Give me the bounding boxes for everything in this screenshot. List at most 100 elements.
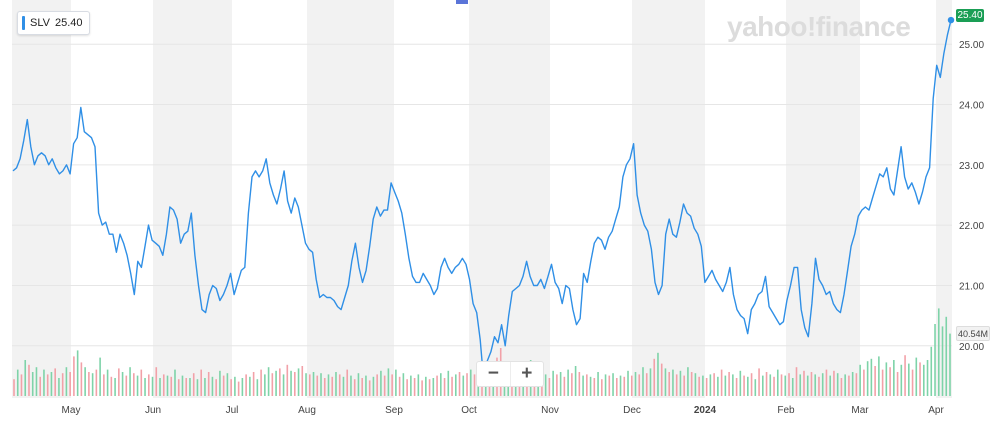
volume-bar bbox=[466, 373, 468, 396]
volume-bar bbox=[110, 376, 113, 396]
range-handle[interactable] bbox=[456, 0, 468, 4]
volume-bar bbox=[297, 368, 300, 396]
volume-bar bbox=[668, 372, 670, 396]
volume-bar bbox=[286, 364, 289, 396]
volume-bar bbox=[904, 355, 906, 396]
x-tick-label: Mar bbox=[851, 405, 869, 416]
volume-bar bbox=[937, 308, 940, 396]
volume-bar bbox=[896, 372, 899, 396]
volume-bar bbox=[713, 373, 715, 396]
volume-bar bbox=[765, 372, 768, 396]
volume-bar bbox=[593, 378, 596, 396]
volume-bar bbox=[874, 366, 876, 396]
month-band bbox=[307, 0, 394, 398]
volume-bar bbox=[147, 374, 150, 396]
volume-bar bbox=[941, 326, 944, 396]
volume-bar bbox=[702, 375, 704, 396]
volume-bar bbox=[728, 372, 730, 396]
x-tick-label: May bbox=[62, 405, 81, 416]
price-series bbox=[12, 16, 955, 383]
volume-bar bbox=[698, 376, 700, 396]
volume-bar bbox=[192, 373, 195, 396]
volume-bar bbox=[806, 375, 809, 396]
volume-bar bbox=[39, 376, 42, 396]
volume-bar bbox=[462, 375, 465, 396]
volume-bar bbox=[125, 375, 128, 396]
zoom-out-button[interactable]: − bbox=[487, 363, 499, 384]
y-tick-label: 23.00 bbox=[959, 161, 984, 172]
volume-bar bbox=[814, 374, 817, 396]
volume-bar bbox=[672, 369, 674, 396]
price-line bbox=[12, 19, 952, 383]
volume-bar bbox=[162, 374, 165, 396]
volume-bar bbox=[634, 372, 637, 396]
volume-bar bbox=[31, 372, 34, 396]
volume-bar bbox=[709, 374, 712, 396]
volume-bar bbox=[821, 373, 824, 396]
volume-bar bbox=[282, 374, 285, 396]
volume-bar bbox=[151, 376, 154, 396]
x-axis: May Jun Jul Aug Sep Oct Nov Dec 2024 Feb Mar Apr bbox=[62, 405, 945, 416]
volume-bar bbox=[773, 376, 775, 396]
volume-bar bbox=[308, 374, 311, 396]
month-band bbox=[153, 0, 232, 398]
volume-bar bbox=[61, 373, 64, 396]
x-tick-label: 2024 bbox=[694, 405, 717, 416]
volume-bar bbox=[174, 369, 176, 396]
volume-bar bbox=[638, 374, 641, 396]
volume-bar bbox=[320, 373, 322, 396]
volume-bar bbox=[735, 378, 738, 396]
month-band bbox=[12, 0, 71, 398]
volume-bar bbox=[114, 378, 116, 396]
volume-bar bbox=[810, 372, 813, 396]
volume-bar bbox=[129, 367, 131, 396]
volume-bar bbox=[189, 378, 191, 396]
volume-bar bbox=[417, 374, 420, 396]
volume-bar bbox=[645, 373, 648, 396]
volume-bar bbox=[177, 379, 180, 396]
volume-bar bbox=[106, 369, 109, 396]
volume-bar bbox=[908, 363, 910, 396]
y-tick-label: 25.00 bbox=[959, 40, 984, 51]
volume-bar bbox=[99, 357, 101, 396]
volume-bar bbox=[720, 369, 723, 396]
volume-bar bbox=[230, 379, 232, 396]
volume-bar bbox=[118, 368, 120, 396]
volume-bar bbox=[196, 379, 199, 396]
volume-bar bbox=[16, 369, 19, 396]
volume-bar bbox=[447, 370, 450, 396]
volume-bar bbox=[855, 373, 858, 396]
volume-bar bbox=[829, 375, 831, 396]
volume-bar bbox=[451, 376, 453, 396]
volume-bar bbox=[859, 364, 861, 396]
volume-bar bbox=[679, 370, 682, 396]
volume-bar bbox=[563, 376, 566, 396]
volume-bar bbox=[934, 324, 936, 396]
volume-bar bbox=[421, 380, 423, 396]
volume-bar bbox=[305, 373, 307, 396]
month-band bbox=[786, 0, 860, 398]
zoom-in-button[interactable]: + bbox=[509, 362, 544, 386]
volume-bar bbox=[436, 375, 438, 396]
volume-bar bbox=[80, 362, 83, 396]
volume-bar bbox=[559, 372, 562, 396]
volume-bar bbox=[28, 364, 30, 396]
volume-bar bbox=[623, 376, 626, 396]
volume-bar bbox=[361, 378, 363, 396]
volume-bar bbox=[762, 375, 764, 396]
volume-bar bbox=[694, 373, 697, 396]
volume-bar bbox=[410, 375, 412, 396]
volume-bar bbox=[660, 363, 663, 396]
ticker-price: 25.40 bbox=[54, 17, 83, 29]
volume-bar bbox=[911, 369, 914, 396]
ticker-legend[interactable]: SLV 25.40 bbox=[17, 11, 90, 35]
volume-bar bbox=[395, 369, 397, 396]
volume-bar bbox=[159, 378, 161, 396]
volume-bar bbox=[136, 375, 139, 396]
volume-bar bbox=[945, 316, 948, 396]
volume-bar bbox=[406, 379, 408, 396]
volume-bar bbox=[222, 375, 225, 396]
volume-bar bbox=[316, 375, 319, 396]
